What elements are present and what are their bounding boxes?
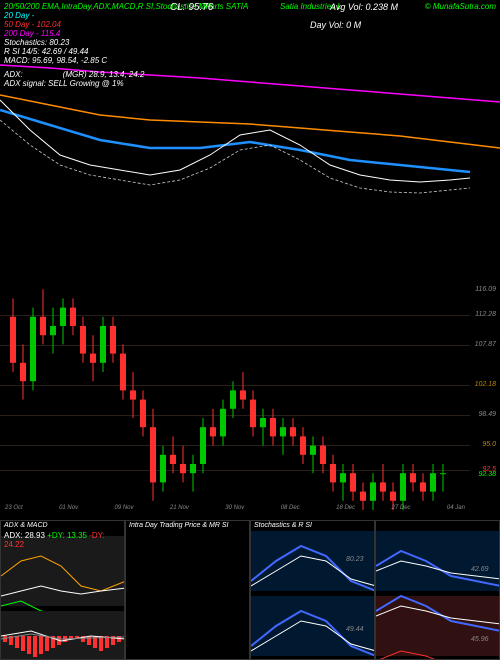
cl-label: CL: 95.76 (170, 2, 213, 13)
day200: 200 Day - 115.4 (4, 29, 496, 38)
last-panel: 42.69 45.96 (375, 520, 500, 660)
svg-text:45.96: 45.96 (471, 636, 489, 643)
adx-label: ADX: (4, 70, 23, 79)
svg-text:42.69: 42.69 (471, 566, 489, 573)
pdy-val: +DY: 13.35 (47, 531, 87, 540)
day50: 50 Day - 102.04 (4, 20, 61, 29)
day20: 20 Day - (4, 11, 496, 20)
macd: MACD: 95.69, 98.54, -2.85 C (4, 56, 496, 65)
stoch-chart: 80.23 49.44 (251, 521, 375, 660)
stoch-title: Stochastics & R SI (254, 522, 312, 529)
svg-text:80.23: 80.23 (346, 556, 364, 563)
adx-signal: ADX signal: SELL Growing @ 1% (4, 79, 496, 88)
adx-val: ADX: 28.93 (4, 531, 45, 540)
intraday-title: Intra Day Trading Price & MR SI (129, 522, 228, 529)
candlestick-panel (0, 280, 500, 510)
mgr: (MGR) 28.9, 13.4, 24.2 (63, 70, 145, 79)
candlesticks (0, 280, 470, 510)
indicator-panels: ADX & MACD ADX: 28.93 +DY: 13.35 -DY: 24… (0, 520, 500, 660)
x-axis-labels: 23 Oct01 Nov09 Nov21 Nov30 Nov08 Dec18 D… (0, 505, 470, 511)
adx-panel-title: ADX & MACD (4, 522, 48, 529)
adx-macd-panel: ADX & MACD ADX: 28.93 +DY: 13.35 -DY: 24… (0, 520, 125, 660)
avg-vol: Avg Vol: 0.238 M (330, 2, 398, 12)
last-chart: 42.69 45.96 (376, 521, 500, 660)
chart-header: 20/50/200 EMA,IntraDay,ADX,MACD,R SI,Sto… (0, 0, 500, 90)
intraday-panel: Intra Day Trading Price & MR SI (125, 520, 250, 660)
stochastics: Stochastics: 80.23 (4, 38, 496, 47)
rsi: R SI 14/5: 42.69 / 49.44 (4, 47, 496, 56)
y-axis-labels: 116.09112.28107.87102.1898.4995.092.592.… (468, 280, 498, 510)
day-vol: Day Vol: 0 M (310, 20, 361, 30)
site-credit: © MunafaSutra.com (425, 2, 496, 11)
stochastics-panel: Stochastics & R SI 80.23 49.44 (250, 520, 375, 660)
svg-text:49.44: 49.44 (346, 626, 364, 633)
